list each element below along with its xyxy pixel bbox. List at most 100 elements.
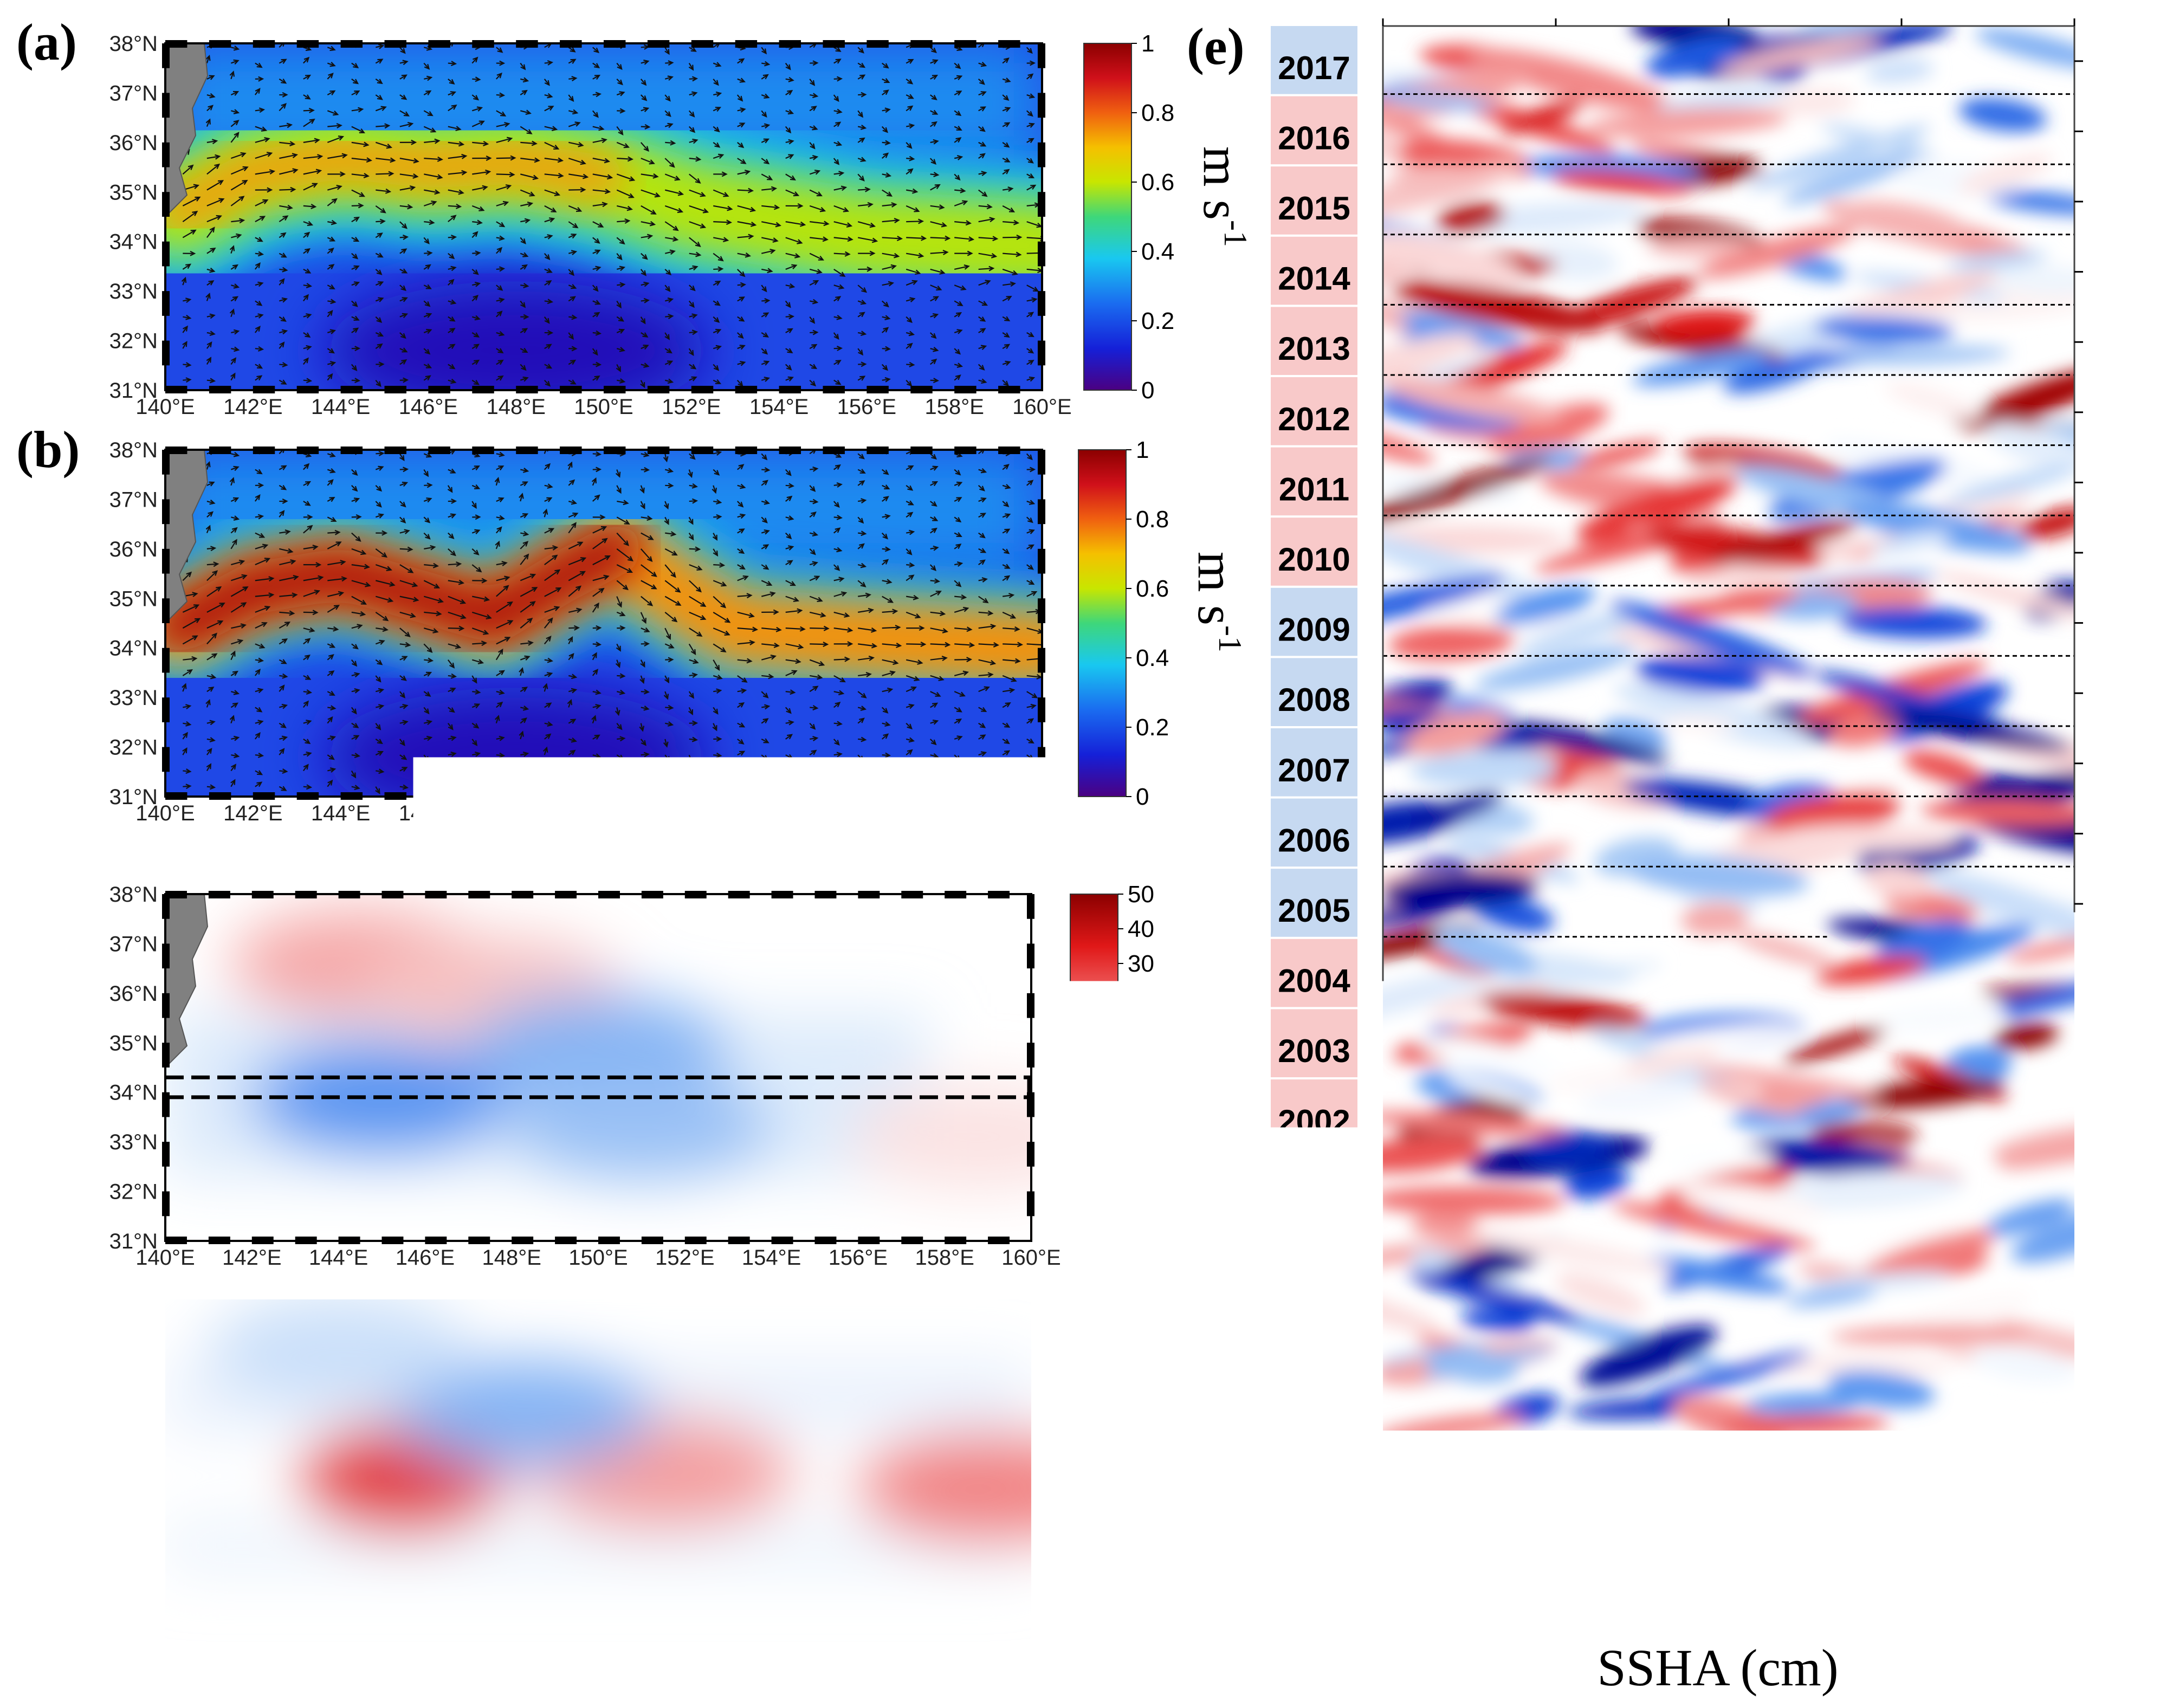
anomaly-feature bbox=[209, 1295, 469, 1403]
frame-check bbox=[1038, 291, 1045, 316]
colorbar-e-tick-label: -80 bbox=[1420, 1541, 1470, 1580]
frame-check bbox=[165, 792, 187, 800]
frame-check bbox=[162, 549, 170, 574]
frame-check bbox=[866, 386, 888, 393]
frame-check bbox=[162, 1349, 170, 1374]
year-label: 1999 bbox=[1278, 1314, 1350, 1350]
lat-tick-label: 37°N bbox=[109, 932, 158, 956]
frame-check bbox=[472, 40, 494, 48]
frame-check bbox=[988, 1237, 1010, 1244]
lon-tick-label: 144°E bbox=[309, 1651, 368, 1675]
frame-check bbox=[728, 1237, 750, 1244]
frame-check bbox=[209, 1642, 230, 1649]
lat-tick-label: 34°N bbox=[109, 637, 158, 661]
frame-check bbox=[428, 792, 450, 800]
lon-tick-label: 156°E bbox=[829, 1246, 888, 1270]
frame-check bbox=[1038, 341, 1045, 366]
frame-check bbox=[779, 40, 801, 48]
frame-check bbox=[162, 747, 170, 772]
frame-check bbox=[512, 1296, 533, 1304]
year-label: 2008 bbox=[1278, 682, 1350, 718]
lon-tick-label: 160°E bbox=[1012, 801, 1071, 825]
frame-check bbox=[468, 1296, 490, 1304]
lon-tick-label: 156°E bbox=[829, 1651, 888, 1675]
colorbar-tick-label: 0.6 bbox=[1136, 575, 1169, 602]
colorbar-tick-label: -50 bbox=[1128, 1633, 1162, 1660]
colorbar-tick-label: 0.4 bbox=[1136, 645, 1169, 671]
frame-check bbox=[735, 447, 757, 454]
frame-check bbox=[901, 1642, 923, 1649]
unit-label-a: m s-1 bbox=[1193, 146, 1253, 247]
colorbar-e-tick-label: -100 bbox=[1342, 1541, 1411, 1580]
lon-tick-label: 160°E bbox=[1001, 1651, 1060, 1675]
frame-check bbox=[815, 1296, 837, 1304]
frame-check bbox=[385, 386, 406, 393]
frame-check bbox=[382, 1237, 404, 1244]
frame-check bbox=[954, 447, 976, 454]
frame-check bbox=[162, 943, 170, 968]
lon-tick-label: 158°E bbox=[924, 395, 984, 419]
lon-tick-label: 154°E bbox=[749, 801, 809, 825]
panel-label-d: (d) bbox=[16, 1276, 80, 1334]
frame-check bbox=[512, 1642, 533, 1649]
lat-tick-label: 38°N bbox=[109, 32, 158, 56]
colorbar-tick-label: 0 bbox=[1128, 1054, 1141, 1081]
colorbar-tick-label: 0.8 bbox=[1136, 506, 1169, 533]
frame-check bbox=[998, 386, 1020, 393]
lat-tick-label: 31°N bbox=[109, 1230, 158, 1253]
frame-check bbox=[468, 891, 490, 898]
colorbar-b bbox=[1078, 450, 1126, 797]
colorbar-tick-label: 50 bbox=[1128, 881, 1154, 908]
colorbar-tick-label: -10 bbox=[1128, 1495, 1162, 1521]
frame-check bbox=[823, 792, 845, 800]
frame-check bbox=[901, 1237, 923, 1244]
frame-check bbox=[516, 40, 538, 48]
lat-tick-label: 32°N bbox=[109, 1586, 158, 1609]
frame-check bbox=[209, 447, 231, 454]
frame-check bbox=[604, 386, 625, 393]
frame-check bbox=[516, 792, 538, 800]
frame-check bbox=[901, 1296, 923, 1304]
frame-check bbox=[866, 40, 888, 48]
frame-check bbox=[648, 792, 669, 800]
frame-check bbox=[598, 891, 620, 898]
lat-tick-label: 37°N bbox=[109, 81, 158, 105]
frame-check bbox=[954, 386, 976, 393]
frame-check bbox=[297, 40, 319, 48]
frame-check bbox=[560, 386, 581, 393]
frame-check bbox=[162, 242, 170, 267]
frame-check bbox=[382, 1642, 404, 1649]
lat-tick-label: 31°N bbox=[109, 1635, 158, 1659]
frame-check bbox=[1027, 1092, 1034, 1117]
frame-check bbox=[555, 1237, 577, 1244]
frame-check bbox=[604, 40, 625, 48]
colorbar-tick-label: 0.8 bbox=[1141, 100, 1174, 126]
frame-check bbox=[1027, 1597, 1034, 1622]
frame-check bbox=[910, 386, 932, 393]
lat-tick-label: 35°N bbox=[109, 1031, 158, 1055]
frame-check bbox=[162, 894, 170, 919]
frame-check bbox=[1038, 549, 1045, 574]
lon-tick-label: 152°E bbox=[662, 395, 721, 419]
year-label: 2001 bbox=[1278, 1173, 1350, 1209]
colorbar-tick-label: 30 bbox=[1128, 1356, 1154, 1382]
map-field bbox=[165, 447, 1046, 826]
colorbar-tick-label: 0 bbox=[1128, 1460, 1141, 1486]
frame-check bbox=[162, 1092, 170, 1117]
colorbar-tick-label: -20 bbox=[1128, 1529, 1162, 1556]
frame-check bbox=[555, 1642, 577, 1649]
frame-check bbox=[998, 40, 1020, 48]
lat-tick-label: 33°N bbox=[109, 1130, 158, 1154]
frame-check bbox=[162, 1192, 170, 1217]
lat-tick-label: 32°N bbox=[109, 1180, 158, 1204]
lon-tick-label: 150°E bbox=[568, 1246, 628, 1270]
lat-tick-label: 38°N bbox=[109, 1288, 158, 1312]
frame-check bbox=[772, 1237, 793, 1244]
frame-check bbox=[162, 697, 170, 722]
panel-label-c: (c) bbox=[16, 869, 74, 927]
frame-check bbox=[425, 1642, 447, 1649]
frame-check bbox=[691, 386, 713, 393]
lat-tick-label: 36°N bbox=[109, 982, 158, 1006]
lon-tick-label: 148°E bbox=[486, 395, 545, 419]
frame-check bbox=[910, 40, 932, 48]
